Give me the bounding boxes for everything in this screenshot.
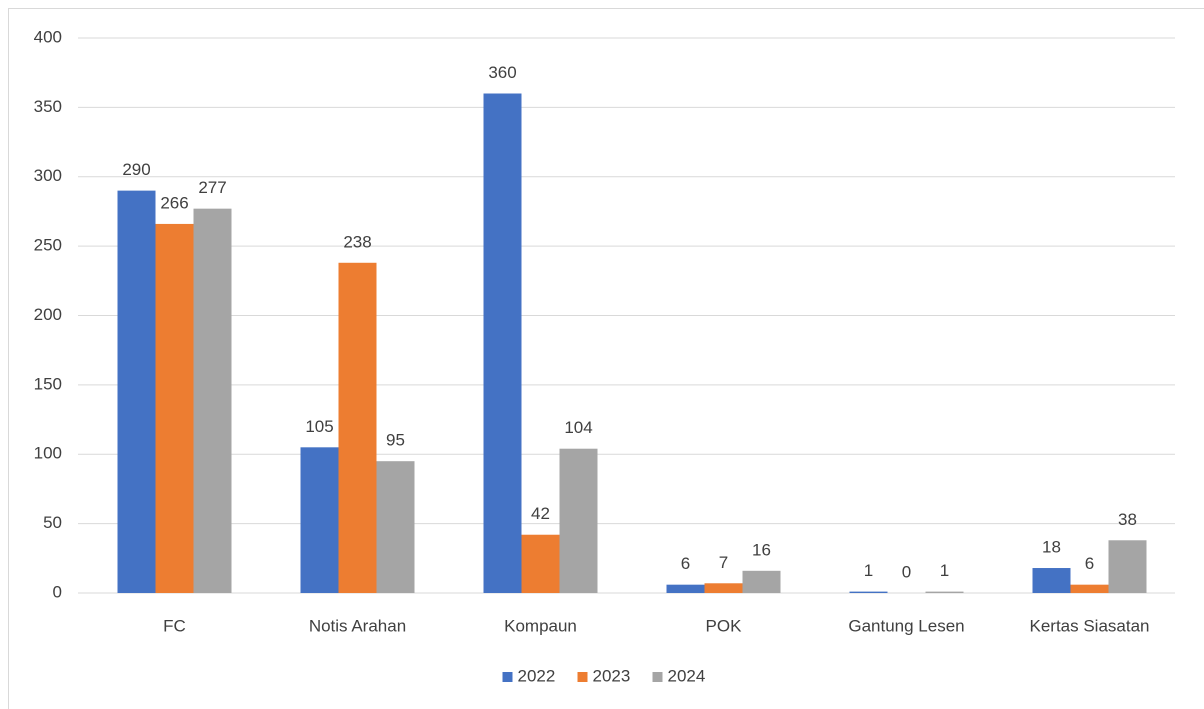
data-label: 1	[940, 561, 949, 580]
data-label: 238	[343, 232, 371, 251]
x-tick-label: FC	[163, 616, 186, 635]
x-tick-label: Gantung Lesen	[848, 616, 964, 635]
x-tick-label: Notis Arahan	[309, 616, 406, 635]
bar	[925, 591, 964, 593]
y-tick-label: 100	[34, 444, 62, 463]
chart-border	[8, 8, 1204, 709]
y-tick-label: 400	[34, 27, 62, 46]
bar	[376, 461, 415, 593]
bar	[1032, 568, 1071, 593]
bar	[117, 190, 156, 593]
data-label: 266	[160, 193, 188, 212]
data-label: 18	[1042, 538, 1061, 557]
x-tick-label: Kertas Siasatan	[1029, 616, 1149, 635]
bar	[1070, 584, 1109, 593]
data-label: 360	[488, 63, 516, 82]
data-label: 6	[1085, 554, 1094, 573]
y-tick-label: 50	[43, 513, 62, 532]
data-label: 16	[752, 540, 771, 559]
bar	[704, 583, 743, 593]
x-tick-label: Kompaun	[504, 616, 577, 635]
legend-swatch	[652, 672, 663, 682]
y-tick-label: 0	[53, 582, 62, 601]
bar	[666, 584, 705, 593]
bar	[1108, 540, 1147, 593]
y-tick-label: 150	[34, 374, 62, 393]
data-label: 104	[564, 418, 592, 437]
x-tick-label: POK	[706, 616, 743, 635]
bar	[338, 262, 377, 593]
bar	[559, 448, 598, 593]
data-label: 105	[305, 417, 333, 436]
bar	[483, 93, 522, 593]
data-label: 42	[531, 504, 550, 523]
bar	[155, 223, 194, 594]
bar	[300, 447, 339, 593]
legend-swatch	[577, 672, 588, 682]
bar	[742, 570, 781, 593]
bar	[193, 208, 232, 593]
bar	[521, 534, 560, 593]
y-tick-label: 350	[34, 97, 62, 116]
data-label: 38	[1118, 510, 1137, 529]
legend-swatch	[502, 672, 513, 682]
legend-label: 2024	[668, 666, 706, 685]
data-label: 7	[719, 553, 728, 572]
data-label: 95	[386, 431, 405, 450]
bar	[849, 591, 888, 593]
legend-label: 2023	[593, 666, 631, 685]
legend-label: 2022	[518, 666, 556, 685]
data-label: 277	[198, 178, 226, 197]
y-tick-label: 250	[34, 236, 62, 255]
y-tick-label: 300	[34, 166, 62, 185]
data-label: 6	[681, 554, 690, 573]
data-label: 290	[122, 160, 150, 179]
data-label: 1	[864, 561, 873, 580]
y-tick-label: 200	[34, 305, 62, 324]
data-label: 0	[902, 562, 911, 581]
